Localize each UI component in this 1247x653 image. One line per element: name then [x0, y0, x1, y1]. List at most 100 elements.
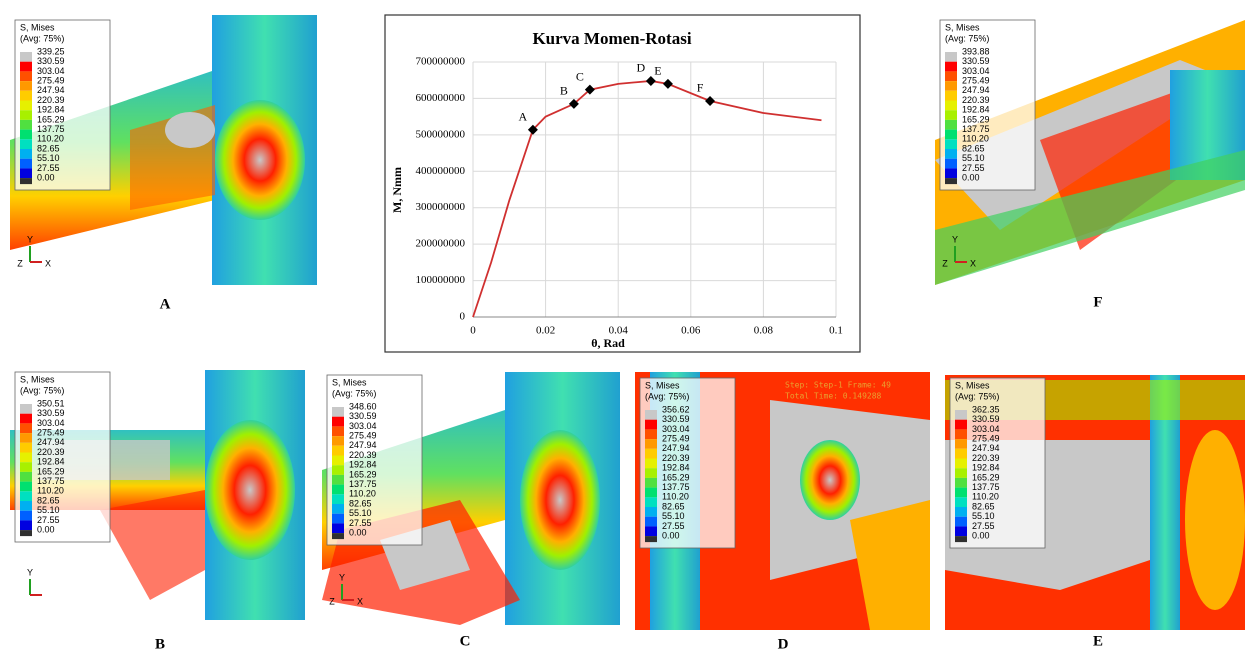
triad-label: Y: [27, 567, 33, 577]
legend-swatch: [945, 101, 957, 111]
legend-swatch: [645, 459, 657, 469]
legend-level: 165.29: [962, 114, 990, 124]
legend-max: 350.51: [37, 398, 65, 408]
point-label: D: [637, 61, 646, 75]
legend-swatch: [20, 139, 32, 149]
legend-swatch: [20, 482, 32, 492]
legend-level: 55.10: [972, 511, 995, 521]
legend-max: 348.60: [349, 401, 377, 411]
y-tick-label: 100000000: [416, 274, 466, 286]
legend-subtitle: (Avg: 75%): [20, 33, 64, 43]
legend-swatch: [955, 488, 967, 498]
legend-subtitle: (Avg: 75%): [955, 391, 999, 401]
y-tick-label: 300000000: [416, 201, 466, 213]
legend-level: 192.84: [37, 457, 65, 467]
legend-level: 27.55: [37, 515, 60, 525]
legend-level: 247.94: [37, 437, 65, 447]
legend-swatch: [955, 497, 967, 507]
y-tick-label: 600000000: [416, 92, 466, 104]
legend-swatch: [20, 423, 32, 433]
legend-swatch: [20, 52, 32, 62]
legend-swatch: [945, 120, 957, 130]
legend-title: S, Mises: [645, 380, 680, 390]
legend-swatch: [945, 178, 957, 184]
legend-swatch: [645, 468, 657, 478]
y-tick-label: 400000000: [416, 165, 466, 177]
legend-title: S, Mises: [332, 377, 367, 387]
y-axis-label: M, Nmm: [390, 167, 404, 213]
legend-swatch: [20, 472, 32, 482]
legend-swatch: [20, 62, 32, 72]
legend-swatch: [20, 159, 32, 169]
legend-level: 330.59: [37, 408, 65, 418]
legend-swatch: [332, 485, 344, 495]
legend-swatch: [20, 71, 32, 81]
legend-level: 82.65: [349, 498, 372, 508]
legend-level: 275.49: [662, 433, 690, 443]
legend-subtitle: (Avg: 75%): [945, 33, 989, 43]
legend-swatch: [20, 110, 32, 120]
legend-subtitle: (Avg: 75%): [332, 388, 376, 398]
legend-swatch: [20, 149, 32, 159]
figure: Kurva Momen-Rotasi θ, Rad M, Nmm 0100000…: [0, 0, 1247, 653]
legend-max: 339.25: [37, 46, 65, 56]
legend-level: 82.65: [662, 501, 685, 511]
legend-level: 303.04: [37, 66, 65, 76]
legend-swatch: [332, 514, 344, 524]
legend-level: 27.55: [349, 518, 372, 528]
legend-subtitle: (Avg: 75%): [20, 385, 64, 395]
legend-level: 0.00: [662, 530, 680, 540]
legend-level: 275.49: [349, 430, 377, 440]
legend-subtitle: (Avg: 75%): [645, 391, 689, 401]
triad-label: Z: [942, 258, 948, 268]
legend-swatch: [955, 536, 967, 542]
x-axis-label: θ, Rad: [591, 336, 625, 350]
legend-swatch: [20, 404, 32, 414]
legend-swatch: [20, 501, 32, 511]
triad-label: Y: [27, 234, 33, 244]
legend-level: 82.65: [37, 495, 60, 505]
legend-swatch: [945, 71, 957, 81]
legend-swatch: [955, 429, 967, 439]
legend-level: 55.10: [662, 511, 685, 521]
point-label: F: [697, 81, 704, 95]
legend-swatch: [20, 178, 32, 184]
legend-level: 275.49: [37, 75, 65, 85]
legend-swatch: [955, 526, 967, 536]
legend-swatch: [20, 520, 32, 530]
legend-swatch: [332, 494, 344, 504]
legend-swatch: [945, 52, 957, 62]
legend-swatch: [945, 91, 957, 101]
legend-level: 220.39: [962, 95, 990, 105]
legend-level: 330.59: [662, 414, 690, 424]
legend-swatch: [645, 497, 657, 507]
legend-level: 137.75: [962, 124, 990, 134]
step-info: Step: Step-1 Frame: 49: [785, 381, 891, 390]
legend-level: 165.29: [662, 472, 690, 482]
legend-swatch: [20, 530, 32, 536]
legend-title: S, Mises: [945, 22, 980, 32]
legend-swatch: [945, 159, 957, 169]
legend-swatch: [645, 526, 657, 536]
legend-swatch: [955, 410, 967, 420]
panel-label: A: [160, 296, 171, 312]
legend-swatch: [955, 449, 967, 459]
legend-level: 0.00: [37, 172, 55, 182]
legend-swatch: [20, 453, 32, 463]
legend-swatch: [332, 523, 344, 533]
legend-level: 165.29: [349, 469, 377, 479]
legend-level: 247.94: [962, 85, 990, 95]
y-tick-label: 0: [460, 311, 466, 323]
legend-swatch: [945, 149, 957, 159]
x-tick-label: 0.04: [609, 325, 629, 337]
legend-swatch: [332, 436, 344, 446]
legend-level: 247.94: [37, 85, 65, 95]
legend-level: 110.20: [37, 486, 64, 496]
point-label: A: [519, 110, 528, 124]
triad-label: X: [357, 596, 363, 606]
y-tick-label: 700000000: [416, 56, 466, 68]
triad-label: Y: [952, 234, 958, 244]
legend-level: 192.84: [962, 105, 990, 115]
x-tick-label: 0.1: [829, 325, 843, 337]
legend-swatch: [945, 139, 957, 149]
